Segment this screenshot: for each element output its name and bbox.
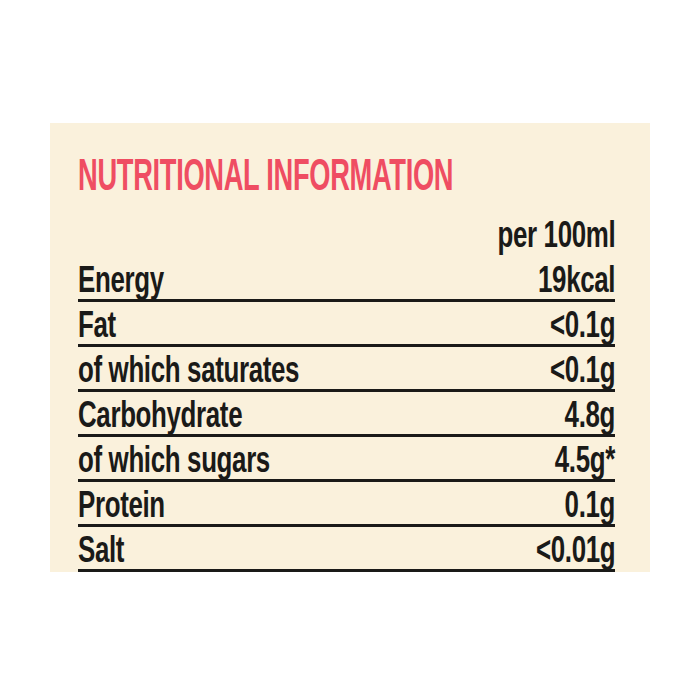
- column-header: per 100ml: [447, 216, 615, 253]
- panel-title: NUTRITIONAL INFORMATION: [78, 153, 615, 197]
- table-row: Fat <0.1g: [78, 302, 615, 347]
- table-row: Carbohydrate 4.8g: [78, 392, 615, 437]
- row-value: <0.1g: [522, 306, 615, 343]
- row-label: Salt: [78, 531, 144, 568]
- row-label: Carbohydrate: [78, 396, 313, 433]
- table-row: Salt <0.01g: [78, 527, 615, 572]
- row-value: 19kcal: [505, 261, 615, 298]
- panel-title-text: NUTRITIONAL INFORMATION: [78, 153, 453, 197]
- row-label: Energy: [78, 261, 200, 298]
- row-value: 4.5g*: [529, 441, 615, 478]
- row-label: of which sugars: [78, 441, 352, 478]
- row-value: 4.8g: [543, 396, 615, 433]
- row-value: <0.1g: [522, 351, 615, 388]
- table-row: Protein 0.1g: [78, 482, 615, 527]
- row-label: of which saturates: [78, 351, 394, 388]
- row-label: Protein: [78, 486, 202, 523]
- table-row: of which sugars 4.5g*: [78, 437, 615, 482]
- nutrition-panel: NUTRITIONAL INFORMATION per 100ml Energy…: [50, 123, 650, 572]
- table-row: Energy 19kcal: [78, 257, 615, 302]
- column-header-row: per 100ml: [78, 209, 615, 257]
- table-row: of which saturates <0.1g: [78, 347, 615, 392]
- page: NUTRITIONAL INFORMATION per 100ml Energy…: [0, 0, 700, 700]
- row-value: <0.01g: [502, 531, 615, 568]
- row-label: Fat: [78, 306, 132, 343]
- row-value: 0.1g: [543, 486, 615, 523]
